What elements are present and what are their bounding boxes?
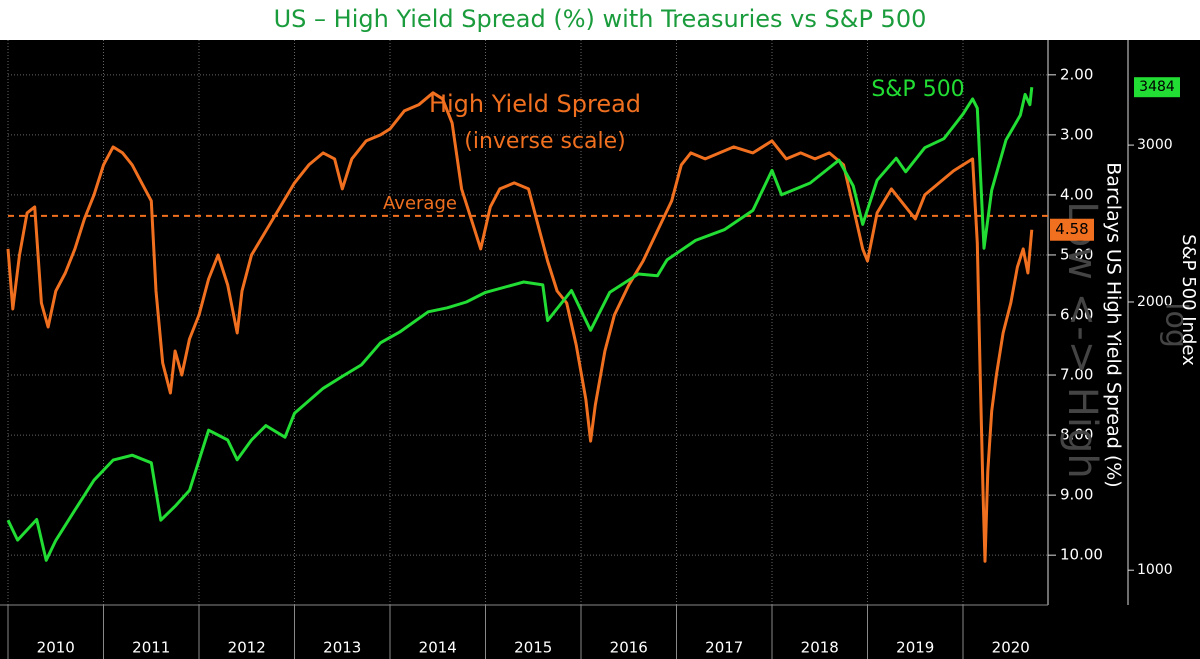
series-line	[6, 91, 1034, 563]
x-tick-label: 2018	[801, 639, 839, 657]
series-label: S&P 500	[871, 77, 964, 102]
y-tick-label: 2.00	[1060, 65, 1093, 83]
x-tick-label: 2015	[514, 639, 552, 657]
y2-tick-label: 2000	[1137, 294, 1173, 310]
y-tick-label: 4.00	[1060, 185, 1093, 203]
y2-tick-label: 3000	[1137, 137, 1173, 153]
y-tick-label: 5.00	[1060, 245, 1093, 263]
y-tick-label: 6.00	[1060, 305, 1093, 323]
average-label: Average	[383, 193, 457, 214]
series-sublabel: (inverse scale)	[464, 129, 626, 154]
y-badge-label: 4.58	[1055, 220, 1088, 238]
x-tick-label: 2019	[896, 639, 934, 657]
y-tick-label: 3.00	[1060, 125, 1093, 143]
y-tick-label: 10.00	[1060, 546, 1103, 564]
series-label: High Yield Spread	[429, 90, 641, 118]
y2-tick-label: 1000	[1137, 562, 1173, 578]
y-tick-label: 9.00	[1060, 486, 1093, 504]
x-tick-label: 2010	[37, 639, 75, 657]
y2-axis-label: S&P 500 Index	[1178, 234, 1199, 366]
series-line	[6, 87, 1034, 562]
y2-badge	[1134, 77, 1180, 98]
y-badge	[1050, 218, 1094, 241]
watermark: log	[1159, 302, 1194, 348]
x-tick-label: 2016	[610, 639, 648, 657]
y-axis-label: Barclays US High Yield Spread (%)	[1103, 162, 1125, 487]
watermark: Low <-> High	[1059, 201, 1105, 479]
x-tick-label: 2011	[132, 639, 170, 657]
y-tick-label: 7.00	[1060, 366, 1093, 384]
x-tick-label: 2013	[323, 639, 361, 657]
x-tick-label: 2012	[228, 639, 266, 657]
chart-title: US – High Yield Spread (%) with Treasuri…	[274, 5, 927, 33]
x-tick-label: 2017	[705, 639, 743, 657]
y2-badge-label: 3484	[1139, 79, 1175, 95]
x-tick-label: 2020	[992, 639, 1030, 657]
y-tick-label: 8.00	[1060, 426, 1093, 444]
x-tick-label: 2014	[419, 639, 457, 657]
